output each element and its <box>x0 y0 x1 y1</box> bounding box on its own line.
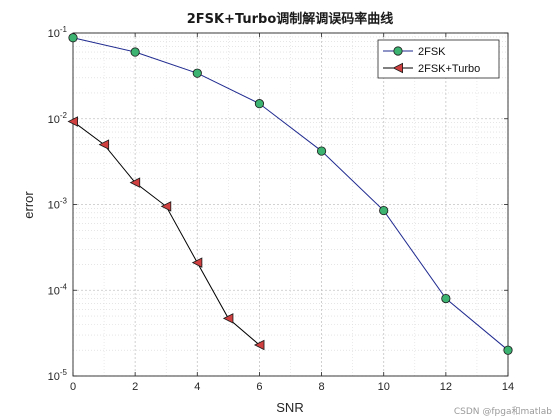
watermark: CSDN @fpga和matlab <box>454 406 552 417</box>
data-point-2fsk <box>316 146 327 156</box>
x-tick-label: 0 <box>70 381 76 393</box>
plot-area: 0 2 4 6 8 10 12 14 10-1 10-2 10-3 10-4 10-5 2FSK 2FSK+… <box>48 25 515 393</box>
legend-label-2fsk-turbo: 2FSK+Turbo <box>418 63 480 75</box>
data-point-2fsk <box>379 205 389 216</box>
y-tick-label: 10-2 <box>48 111 68 126</box>
data-point-2fsk-turbo <box>191 257 203 268</box>
y-tick-label: 10-4 <box>48 282 68 297</box>
data-point-2fsk-turbo <box>222 313 234 324</box>
x-tick-label: 2 <box>132 381 138 393</box>
x-tick-label: 6 <box>256 381 262 393</box>
data-point-2fsk-turbo <box>98 139 110 150</box>
series-line-2fsk <box>72 37 509 351</box>
legend-label-2fsk: 2FSK <box>418 46 446 58</box>
x-tick-label: 12 <box>440 381 452 393</box>
y-tick-label: 10-5 <box>48 368 68 383</box>
y-tick-label: 10-3 <box>48 197 68 212</box>
x-tick-label: 4 <box>194 381 200 393</box>
y-tick-label: 10-1 <box>48 25 68 40</box>
data-point-2fsk <box>441 293 451 304</box>
data-point-2fsk-turbo <box>67 116 78 127</box>
data-point-2fsk <box>192 68 202 78</box>
data-point-2fsk <box>130 47 140 57</box>
data-point-2fsk-turbo <box>253 339 265 351</box>
chart-title: 2FSK+Turbo调制解调误码率曲线 <box>187 11 394 27</box>
data-point-2fsk-turbo <box>129 177 141 188</box>
legend <box>377 39 500 79</box>
legend-marker-2fsk-turbo <box>392 62 404 74</box>
data-point-2fsk <box>503 345 513 355</box>
legend-marker-2fsk <box>393 46 403 56</box>
y-axis-label: error <box>21 191 36 219</box>
data-point-2fsk <box>68 33 78 43</box>
x-tick-label: 8 <box>319 381 325 393</box>
x-tick-label: 10 <box>378 381 390 393</box>
x-axis-label: SNR <box>276 400 303 415</box>
data-point-2fsk-turbo <box>160 201 172 212</box>
data-point-2fsk <box>254 99 265 109</box>
x-tick-label: 14 <box>502 381 514 393</box>
